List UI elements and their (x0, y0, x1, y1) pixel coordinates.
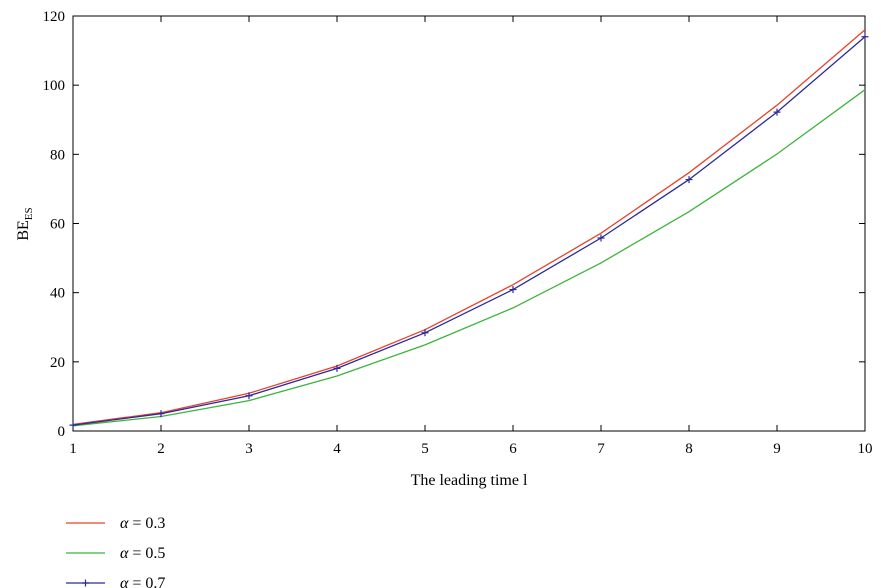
y-tick-label: 120 (43, 9, 66, 25)
series-point (861, 33, 869, 41)
x-tick-label: 7 (597, 441, 605, 457)
series-point (685, 176, 693, 184)
y-tick-label: 60 (50, 217, 65, 233)
y-axis-label-subscript: ES (23, 207, 35, 220)
series-point (597, 234, 605, 242)
x-tick-label: 10 (858, 441, 873, 457)
x-tick-label: 4 (333, 441, 341, 457)
x-tick-label: 5 (421, 441, 429, 457)
y-tick-label: 80 (50, 147, 65, 163)
x-tick-label: 9 (773, 441, 781, 457)
x-axis-label: The leading time l (411, 472, 528, 489)
legend-marker (82, 579, 89, 587)
series-line-1 (72, 29, 866, 426)
series-point (69, 421, 77, 429)
series-point (421, 329, 429, 337)
legend-label-2: α = 0.5 (120, 545, 165, 562)
series-point (333, 364, 341, 372)
x-tick-label: 2 (157, 441, 165, 457)
y-tick-label: 100 (43, 78, 66, 94)
series-layer (69, 29, 869, 429)
series-point (509, 286, 517, 294)
legend-label-1: α = 0.3 (120, 515, 165, 532)
series-point (245, 392, 253, 400)
series-line-3 (72, 36, 866, 426)
series-point (773, 108, 781, 116)
x-tick-label: 6 (509, 441, 517, 457)
y-tick-label: 0 (58, 424, 66, 440)
series-line-2 (72, 89, 866, 427)
y-axis-label: BEES (15, 207, 35, 240)
legend-label-3: α = 0.7 (120, 575, 165, 588)
x-tick-label: 3 (245, 441, 253, 457)
x-tick-label: 1 (69, 441, 77, 457)
y-tick-label: 40 (50, 286, 65, 302)
x-tick-label: 8 (685, 441, 693, 457)
legend: α = 0.3 α = 0.5 α = 0.7 (66, 515, 165, 588)
plot-frame (72, 15, 866, 432)
series-point (157, 410, 165, 418)
y-tick-label: 20 (50, 355, 65, 371)
